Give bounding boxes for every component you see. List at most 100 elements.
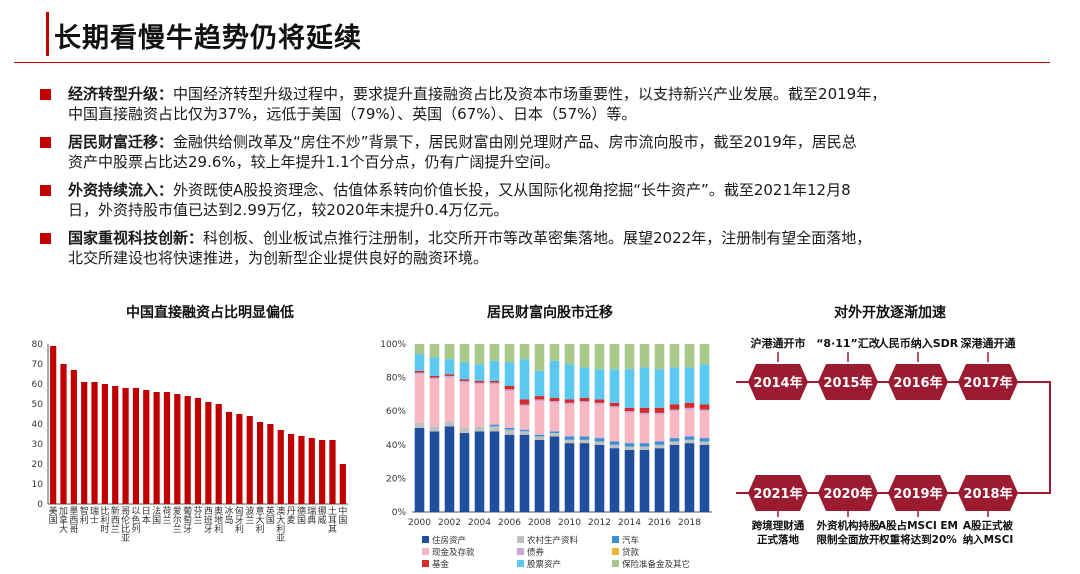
stacked-bar-segment <box>474 380 485 383</box>
stacked-bar-segment <box>414 354 425 371</box>
stacked-bar-segment <box>549 436 560 512</box>
stacked-bar-segment <box>669 438 680 442</box>
y-tick-label: 10 <box>32 480 44 490</box>
bar <box>277 430 284 504</box>
bar <box>194 398 202 504</box>
bar <box>339 464 346 504</box>
stacked-bar-segment <box>459 428 470 434</box>
stacked-bar-segment <box>699 409 710 412</box>
year-label: 2019年 <box>893 486 942 502</box>
stacked-bar-segment <box>579 397 590 402</box>
stacked-bar-segment <box>504 429 515 435</box>
year-hexagon <box>818 475 878 511</box>
stacked-bar-segment <box>474 344 485 365</box>
stacked-bar-segment <box>609 407 620 442</box>
stacked-bar-segment <box>639 407 650 413</box>
stacked-bar-segment <box>684 367 695 403</box>
x-tick-label: 比利时 <box>100 505 109 535</box>
stacked-bar-segment <box>564 439 575 444</box>
stacked-bar-segment <box>654 412 665 415</box>
stacked-bar-segment <box>504 389 515 392</box>
stacked-bar-segment <box>519 404 530 407</box>
y-tick-label: 30 <box>32 440 44 450</box>
stacked-bar-segment <box>489 344 500 361</box>
stacked-bar-segment <box>519 429 530 432</box>
stacked-bar-segment <box>609 369 620 403</box>
bullet-text: 金融供给侧改革及“房住不炒”背景下，居民财富由刚兑理财产品、房市流向股市，截至2… <box>173 133 857 151</box>
stacked-bar-segment <box>609 344 620 370</box>
year-label: 2015年 <box>823 375 872 391</box>
milestone-label-line1: A股占MSCI EM <box>878 519 958 532</box>
stacked-bar-segment <box>579 367 590 398</box>
stacked-bar-segment <box>669 444 680 512</box>
legend-swatch <box>422 560 429 567</box>
wealth-migration-chart: 0% 20% 40% 60% 80% 100% 2000 2002 2004 2006 2008 20… <box>380 340 712 570</box>
stacked-bar-segment <box>684 443 695 512</box>
x-tick-label: 西班牙 <box>204 506 213 535</box>
stacked-bar-segment <box>564 364 575 400</box>
timeline-title: 对外开放逐渐加速 <box>834 305 946 321</box>
stacked-bar-segment <box>459 433 470 512</box>
year-hexagon <box>958 475 1018 511</box>
bar <box>215 404 222 504</box>
year-hexagon <box>748 364 808 400</box>
x-tick-label: 爱尔兰 <box>173 506 182 535</box>
legend-label: 股票资产 <box>527 559 561 570</box>
x-tick-label: 澳大利亚 <box>276 505 285 544</box>
stacked-bar-segment <box>699 444 710 512</box>
bullet-square-icon <box>40 89 51 100</box>
x-tick-label: 2018 <box>678 518 701 528</box>
bar <box>153 392 160 504</box>
x-tick-label: 中国 <box>338 505 347 526</box>
stacked-bar-segment <box>699 438 710 442</box>
stacked-bar-segment <box>624 443 635 447</box>
stacked-bar-segment <box>489 424 500 427</box>
year-hexagon <box>888 364 948 400</box>
bullet-heading: 居民财富迁移： <box>68 133 174 151</box>
x-tick-label: 2000 <box>408 518 431 528</box>
stacked-bar-segment <box>594 369 605 400</box>
y-tick-label: 20 <box>32 460 44 470</box>
stacked-bar-segment <box>579 439 590 444</box>
x-tick-label: 冰岛 <box>225 505 234 526</box>
legend-label: 住房资产 <box>432 535 466 546</box>
stacked-bar-segment <box>444 421 455 427</box>
x-tick-label: 日本 <box>142 506 151 526</box>
legend-swatch <box>517 560 524 567</box>
stacked-bar-segment <box>429 344 440 358</box>
stacked-bar-segment <box>639 446 650 450</box>
stacked-bar-segment <box>654 441 665 445</box>
stacked-bar-segment <box>534 396 545 400</box>
year-label: 2020年 <box>823 486 872 502</box>
legend-label: 债券 <box>527 547 545 558</box>
stacked-bar-segment <box>564 436 575 440</box>
x-tick-label: 波兰 <box>245 505 254 526</box>
stacked-bar-segment <box>444 374 455 376</box>
stacked-bar-segment <box>534 401 545 435</box>
stacked-bar-segment <box>579 402 590 437</box>
stacked-bar-segment <box>624 407 635 412</box>
bar <box>205 402 212 504</box>
chart-title-wealth-migration: 居民财富向股市迁移 <box>487 305 613 321</box>
stacked-bar-segment <box>564 443 575 512</box>
stacked-bar-segment <box>429 357 440 376</box>
stacked-bar-segment <box>594 399 605 403</box>
bullet-line-2: 北交所建设也将快速推进，为创新型企业提供良好的融资环境。 <box>68 249 489 267</box>
x-tick-label: 2014 <box>618 518 641 528</box>
x-tick-label: 2006 <box>498 518 521 528</box>
legend-swatch <box>612 536 619 543</box>
y-tick-label: 40% <box>386 441 406 451</box>
bullet-line-1: 经济转型升级：中国经济转型升级过程中，要求提升直接融资占比及资本市场重要性，以支… <box>68 84 1060 104</box>
x-tick-label: 土耳其 <box>328 505 337 535</box>
stacked-bar-segment <box>429 431 440 512</box>
bullet-foreign-inflow: 外资持续流入：外资既使A股投资理念、估值体系转向价值长投，又从国际化视角挖掘“长… <box>40 180 1060 220</box>
chart-title-direct-financing: 中国直接融资占比明显偏低 <box>126 305 294 321</box>
x-tick-label: 加拿大 <box>59 506 68 535</box>
x-tick-label: 2002 <box>438 518 461 528</box>
bullet-square-icon <box>40 137 51 148</box>
x-tick-label: 芬兰 <box>193 506 202 526</box>
x-tick-label: 葡萄牙 <box>183 505 192 535</box>
stacked-bar-segment <box>534 399 545 402</box>
stacked-bar-segment <box>429 426 440 432</box>
stacked-bar-segment <box>444 344 455 360</box>
